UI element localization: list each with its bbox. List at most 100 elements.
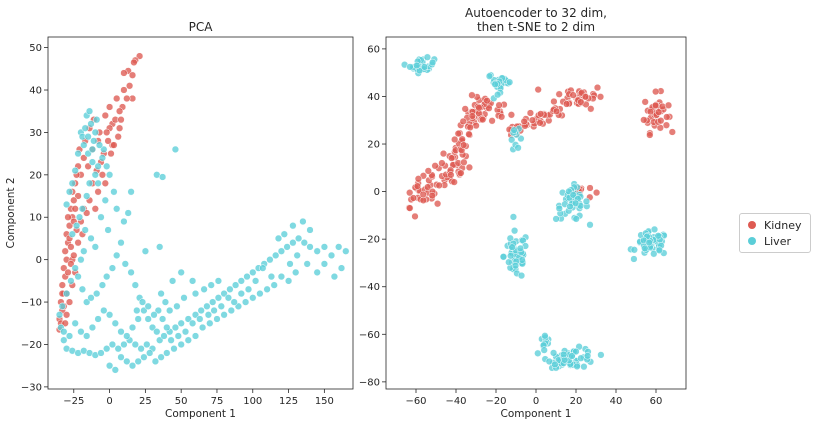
point-kidney-0-31 [61,247,69,255]
point-liver-0-65 [306,243,314,251]
point-liver-1-274 [551,360,559,369]
point-kidney-0-59 [91,205,99,213]
point-liver-0-11 [81,226,89,234]
x-tick-label-0-0: −25 [63,396,84,407]
point-liver-0-142 [100,306,108,315]
x-tick-label-0-3: 50 [175,396,188,407]
point-kidney-0-2 [130,58,138,67]
point-liver-0-160 [293,251,301,260]
point-liver-0-167 [230,298,238,306]
point-liver-1-53 [494,91,502,99]
point-liver-0-146 [77,328,85,336]
point-liver-0-82 [213,315,221,323]
point-kidney-1-121 [461,105,469,113]
point-liver-0-212 [85,107,94,115]
point-liver-0-1 [80,141,88,149]
point-kidney-1-174 [520,117,528,126]
point-liver-1-59 [508,136,516,144]
point-liver-0-119 [78,285,87,293]
point-liver-0-169 [217,302,225,310]
y-tick-label-0-3: 0 [36,255,42,266]
chart-title-1-1: then t-SNE to 2 dim [477,20,595,34]
point-kidney-1-61 [457,169,465,177]
point-liver-0-181 [144,302,152,310]
point-kidney-1-58 [424,183,432,191]
point-liver-0-158 [313,268,321,277]
legend-marker-liver [748,237,756,245]
point-kidney-0-67 [113,94,121,103]
point-liver-0-108 [90,137,98,145]
point-liver-0-81 [220,311,228,319]
y-tick-label-0-2: −10 [21,298,42,309]
legend-marker-kidney [748,221,756,229]
point-liver-0-94 [134,357,142,366]
point-liver-0-114 [68,179,76,187]
point-liver-0-162 [267,272,276,281]
point-liver-1-25 [406,63,414,71]
legend-label-kidney: Kidney [764,218,802,232]
point-liver-0-10 [72,222,81,230]
point-kidney-1-66 [447,171,455,179]
point-liver-0-90 [157,353,165,361]
point-kidney-1-257 [586,184,594,192]
y-tick-label-0-0: −30 [21,382,42,393]
point-liver-0-71 [292,268,300,277]
point-kidney-1-207 [569,91,577,99]
point-liver-0-105 [113,205,121,213]
y-tick-label-0-4: 10 [29,213,42,224]
point-kidney-0-43 [67,243,75,251]
point-kidney-0-46 [64,268,72,277]
point-liver-0-209 [84,133,92,141]
point-liver-0-154 [306,226,314,234]
point-liver-1-108 [571,199,580,207]
point-liver-0-155 [320,260,329,268]
x-tick-label-1-1: −40 [445,396,466,407]
point-liver-0-15 [77,256,85,264]
point-liver-1-83 [582,197,591,206]
point-liver-1-64 [510,126,518,134]
x-tick-label-0-1: 0 [106,396,112,407]
chart-title-0-0: PCA [189,20,214,34]
point-liver-0-149 [60,328,68,336]
point-liver-0-102 [158,173,167,181]
point-liver-1-77 [572,215,580,223]
point-liver-0-164 [251,277,260,285]
point-liver-0-85 [191,332,200,340]
point-liver-0-12 [87,234,95,243]
point-liver-0-7 [83,192,91,200]
x-tick-label-1-0: −60 [405,396,426,407]
point-kidney-0-80 [64,213,72,221]
point-kidney-1-69 [460,158,468,166]
point-liver-0-104 [124,209,132,217]
point-kidney-1-41 [411,212,419,221]
point-liver-0-192 [161,298,170,306]
point-liver-0-99 [105,362,114,370]
point-kidney-0-73 [104,137,112,145]
point-kidney-1-51 [424,167,432,175]
point-liver-0-195 [177,268,185,277]
point-liver-0-74 [270,281,278,289]
point-liver-0-127 [117,239,125,247]
point-kidney-1-202 [593,83,602,92]
point-liver-0-76 [256,289,264,298]
point-liver-0-6 [85,179,94,187]
point-liver-0-48 [209,298,217,306]
y-tick-label-1-5: 20 [367,140,380,151]
point-liver-0-166 [237,289,245,298]
point-liver-0-151 [289,222,297,230]
point-liver-0-189 [180,294,188,302]
point-kidney-1-254 [640,116,648,124]
point-kidney-0-4 [120,69,128,77]
point-liver-1-286 [540,346,548,354]
point-kidney-1-63 [438,159,446,167]
point-kidney-1-73 [454,129,462,138]
point-liver-0-144 [88,323,97,332]
point-kidney-0-89 [105,103,114,111]
point-liver-0-204 [103,162,111,170]
point-liver-0-53 [237,277,245,285]
point-liver-0-156 [330,272,339,281]
x-tick-label-1-2: −20 [485,396,506,407]
point-liver-0-60 [277,247,286,255]
point-liver-0-136 [134,315,142,323]
